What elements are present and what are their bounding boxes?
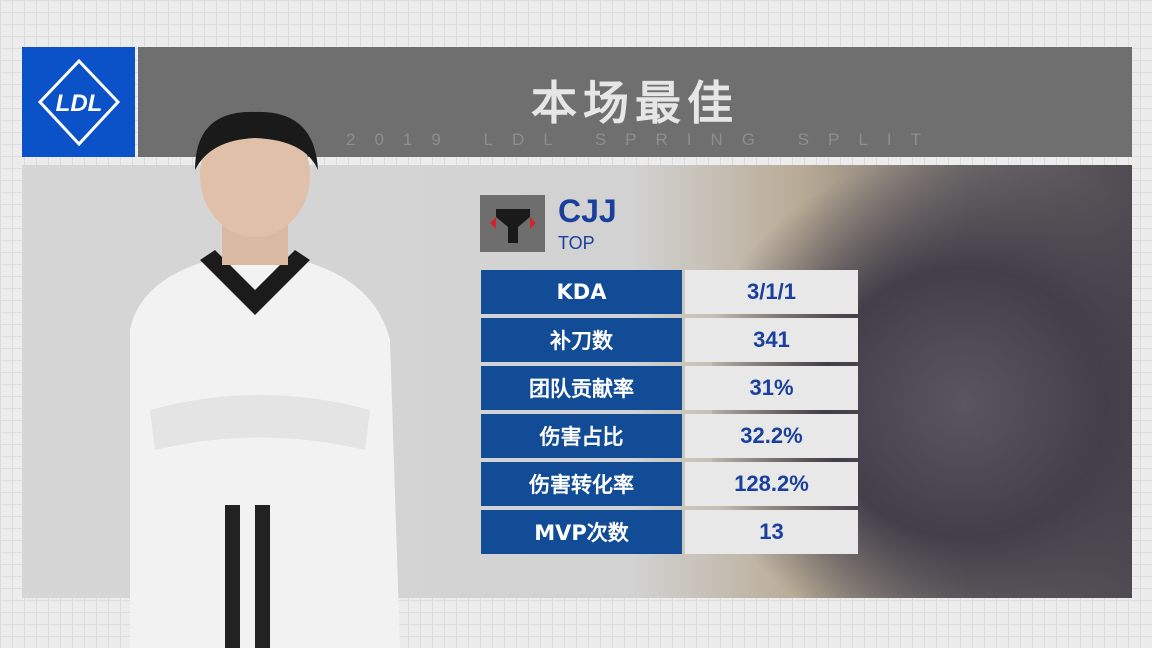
page-subtitle: 2019 LDL SPRING SPLIT (346, 130, 940, 149)
stat-label: 伤害转化率 (481, 462, 682, 506)
stat-row-mvp-count: MVP次数 13 (481, 510, 858, 554)
stat-value: 32.2% (685, 414, 858, 458)
player-photo (130, 111, 400, 648)
stat-value: 341 (685, 318, 858, 362)
stat-row-damage-conversion: 伤害转化率 128.2% (481, 462, 858, 506)
stat-value: 31% (685, 366, 858, 410)
stat-label: 伤害占比 (481, 414, 682, 458)
stat-row-damage-share: 伤害占比 32.2% (481, 414, 858, 458)
stat-value: 13 (685, 510, 858, 554)
stat-row-kda: KDA 3/1/1 (481, 270, 858, 314)
stat-value: 3/1/1 (685, 270, 858, 314)
title-banner: 本场最佳 2019 LDL SPRING SPLIT (138, 47, 1132, 157)
stat-label: 补刀数 (481, 318, 682, 362)
ldl-logo: LDL (22, 47, 135, 157)
player-name: CJJ (558, 193, 617, 229)
stat-label: KDA (481, 270, 682, 314)
svg-text:LDL: LDL (55, 90, 102, 117)
stat-label: MVP次数 (481, 510, 682, 554)
stat-value: 128.2% (685, 462, 858, 506)
stat-row-kill-participation: 团队贡献率 31% (481, 366, 858, 410)
stat-row-cs: 补刀数 341 (481, 318, 858, 362)
page-title: 本场最佳 (531, 76, 739, 130)
team-logo (480, 195, 545, 252)
team-logo-icon (489, 208, 536, 243)
player-role: TOP (558, 233, 595, 253)
stat-label: 团队贡献率 (481, 366, 682, 410)
ldl-logo-icon: LDL (37, 58, 120, 146)
